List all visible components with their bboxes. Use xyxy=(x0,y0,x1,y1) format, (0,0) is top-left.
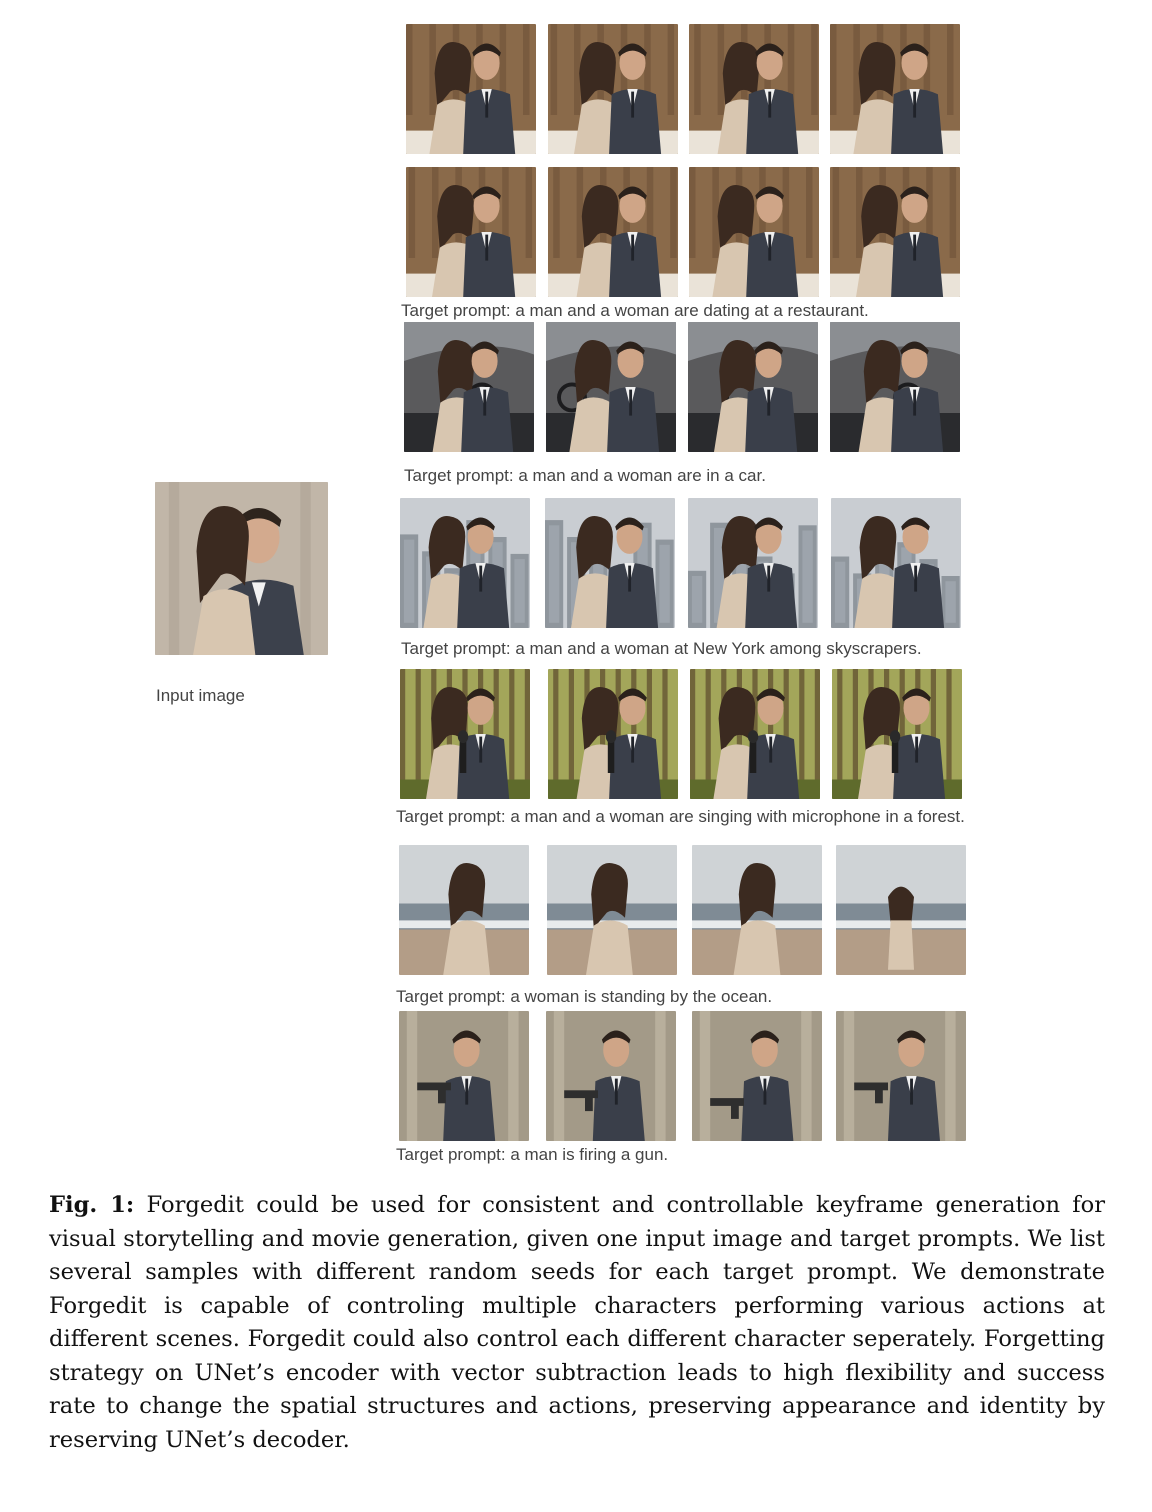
newyork-sample-1-graphic xyxy=(400,498,530,628)
restaurant-sample-8-graphic xyxy=(830,167,960,297)
restaurant-sample-5 xyxy=(406,167,536,297)
car-sample-3 xyxy=(688,322,818,452)
gun-sample-4 xyxy=(836,1011,966,1141)
newyork-sample-4 xyxy=(831,498,961,628)
gun-sample-1 xyxy=(399,1011,529,1141)
car-sample-3-graphic xyxy=(688,322,818,452)
gun-sample-2 xyxy=(546,1011,676,1141)
caption-label: Fig. 1: xyxy=(49,1192,135,1218)
ocean-sample-3 xyxy=(692,845,822,975)
restaurant-sample-7-graphic xyxy=(689,167,819,297)
ocean-sample-1 xyxy=(399,845,529,975)
forest-sample-2-graphic xyxy=(548,669,678,799)
forest-sample-3-graphic xyxy=(690,669,820,799)
prompt-car: Target prompt: a man and a woman are in … xyxy=(404,466,766,485)
car-sample-4 xyxy=(830,322,960,452)
car-sample-4-graphic xyxy=(830,322,960,452)
newyork-sample-3-graphic xyxy=(688,498,818,628)
restaurant-sample-2-graphic xyxy=(548,24,678,154)
restaurant-sample-4 xyxy=(830,24,960,154)
restaurant-sample-4-graphic xyxy=(830,24,960,154)
restaurant-sample-1 xyxy=(406,24,536,154)
newyork-sample-2 xyxy=(545,498,675,628)
forest-sample-3 xyxy=(690,669,820,799)
gun-sample-1-graphic xyxy=(399,1011,529,1141)
restaurant-sample-8 xyxy=(830,167,960,297)
restaurant-sample-2 xyxy=(548,24,678,154)
input-image-label: Input image xyxy=(156,686,245,705)
prompt-newyork: Target prompt: a man and a woman at New … xyxy=(401,639,922,658)
gun-sample-3-graphic xyxy=(692,1011,822,1141)
car-sample-2-graphic xyxy=(546,322,676,452)
ocean-sample-2 xyxy=(547,845,677,975)
newyork-sample-4-graphic xyxy=(831,498,961,628)
newyork-sample-1 xyxy=(400,498,530,628)
figure-caption: Fig. 1: Forgedit could be used for consi… xyxy=(49,1189,1105,1457)
gun-sample-3 xyxy=(692,1011,822,1141)
ocean-sample-4-graphic xyxy=(836,845,966,975)
gun-sample-2-graphic xyxy=(546,1011,676,1141)
input-image xyxy=(155,482,328,655)
prompt-forest: Target prompt: a man and a woman are sin… xyxy=(396,807,965,826)
car-sample-1 xyxy=(404,322,534,452)
restaurant-sample-6 xyxy=(548,167,678,297)
newyork-sample-2-graphic xyxy=(545,498,675,628)
input-image-portrait xyxy=(155,482,328,655)
ocean-sample-4 xyxy=(836,845,966,975)
prompt-restaurant: Target prompt: a man and a woman are dat… xyxy=(401,301,869,320)
prompt-gun: Target prompt: a man is firing a gun. xyxy=(396,1145,669,1164)
car-sample-2 xyxy=(546,322,676,452)
forest-sample-1 xyxy=(400,669,530,799)
ocean-sample-1-graphic xyxy=(399,845,529,975)
car-sample-1-graphic xyxy=(404,322,534,452)
ocean-sample-3-graphic xyxy=(692,845,822,975)
restaurant-sample-6-graphic xyxy=(548,167,678,297)
ocean-sample-2-graphic xyxy=(547,845,677,975)
prompt-ocean: Target prompt: a woman is standing by th… xyxy=(396,987,773,1006)
gun-sample-4-graphic xyxy=(836,1011,966,1141)
restaurant-sample-3 xyxy=(689,24,819,154)
forest-sample-1-graphic xyxy=(400,669,530,799)
restaurant-sample-1-graphic xyxy=(406,24,536,154)
forest-sample-4 xyxy=(832,669,962,799)
restaurant-sample-5-graphic xyxy=(406,167,536,297)
restaurant-sample-3-graphic xyxy=(689,24,819,154)
forest-sample-4-graphic xyxy=(832,669,962,799)
caption-text: Forgedit could be used for consistent an… xyxy=(49,1192,1105,1453)
newyork-sample-3 xyxy=(688,498,818,628)
forest-sample-2 xyxy=(548,669,678,799)
restaurant-sample-7 xyxy=(689,167,819,297)
